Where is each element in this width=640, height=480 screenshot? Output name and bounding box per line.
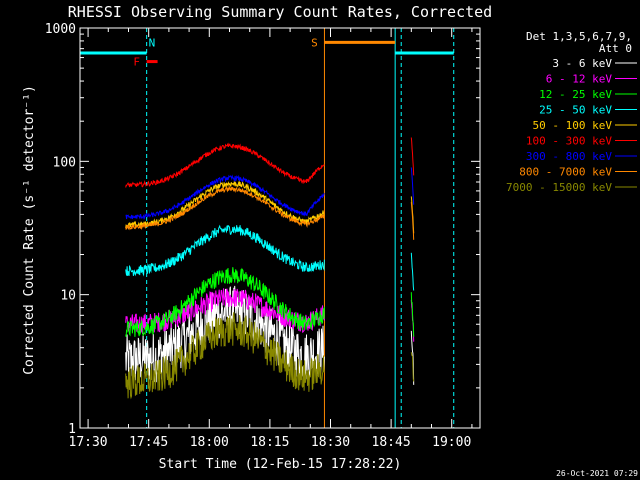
legend-entry-label: 7000 - 15000 keV	[506, 181, 612, 194]
flag-label: S	[311, 36, 318, 49]
x-tick-label: 18:45	[372, 435, 411, 450]
series-line-post	[410, 137, 415, 176]
series-line	[125, 174, 325, 220]
axes: 17:30 17:45 18:00 18:15 18:30 18:45 19:00 1 10 10…	[45, 22, 481, 450]
series-line	[125, 312, 325, 400]
y-tick-label: 100	[53, 155, 76, 170]
x-axis-label: Start Time (12-Feb-15 17:28:22)	[159, 457, 402, 472]
x-tick-label: 19:00	[432, 435, 471, 450]
footer-date: 26-Oct-2021 07:29	[556, 469, 638, 478]
plot-area: NF S	[79, 28, 455, 428]
series-line	[125, 285, 325, 383]
y-axis-label: Corrected Count Rate (s⁻¹ detector⁻¹)	[22, 85, 37, 375]
plot-frame	[79, 27, 481, 429]
series-line-post	[410, 167, 415, 205]
series-line-post	[410, 352, 415, 382]
legend-entry-label: 6 - 12 keV	[546, 73, 613, 86]
chart-title: RHESSI Observing Summary Count Rates, Co…	[68, 3, 492, 21]
legend-entry-label: 100 - 300 keV	[526, 135, 612, 148]
x-tick-label: 17:30	[69, 435, 108, 450]
series-line-post	[410, 330, 415, 385]
legend-entry-label: 12 - 25 keV	[539, 88, 612, 101]
x-tick-label: 18:15	[250, 435, 289, 450]
series-line	[125, 267, 325, 337]
x-tick-label: 18:00	[190, 435, 229, 450]
legend-entry-label: 300 - 800 keV	[526, 150, 612, 163]
y-tick-label: 10	[60, 289, 76, 304]
flag-label: F	[133, 56, 140, 69]
x-tick-label: 17:45	[129, 435, 168, 450]
legend-entry-label: 800 - 7000 keV	[519, 166, 612, 179]
y-tick-label: 1000	[45, 22, 76, 37]
series-line-post	[410, 202, 415, 240]
legend-entry-label: 50 - 100 keV	[533, 119, 613, 132]
y-tick-label: 1	[68, 422, 76, 437]
series-line-post	[410, 292, 415, 337]
legend-entry-label: 3 - 6 keV	[552, 57, 612, 70]
series-line	[125, 224, 325, 277]
legend-entry-label: 25 - 50 keV	[539, 104, 612, 117]
series-line-post	[410, 252, 415, 291]
flag-label: N	[149, 36, 156, 49]
legend: Det 1,3,5,6,7,9,Att 0 3 - 6 keV 6 - 12 keV…	[506, 30, 637, 194]
x-tick-label: 18:30	[311, 435, 350, 450]
legend-header: Att 0	[599, 42, 632, 55]
series-line	[125, 142, 325, 188]
series-line	[125, 185, 325, 231]
legend-header: Det 1,3,5,6,7,9,	[526, 30, 632, 43]
